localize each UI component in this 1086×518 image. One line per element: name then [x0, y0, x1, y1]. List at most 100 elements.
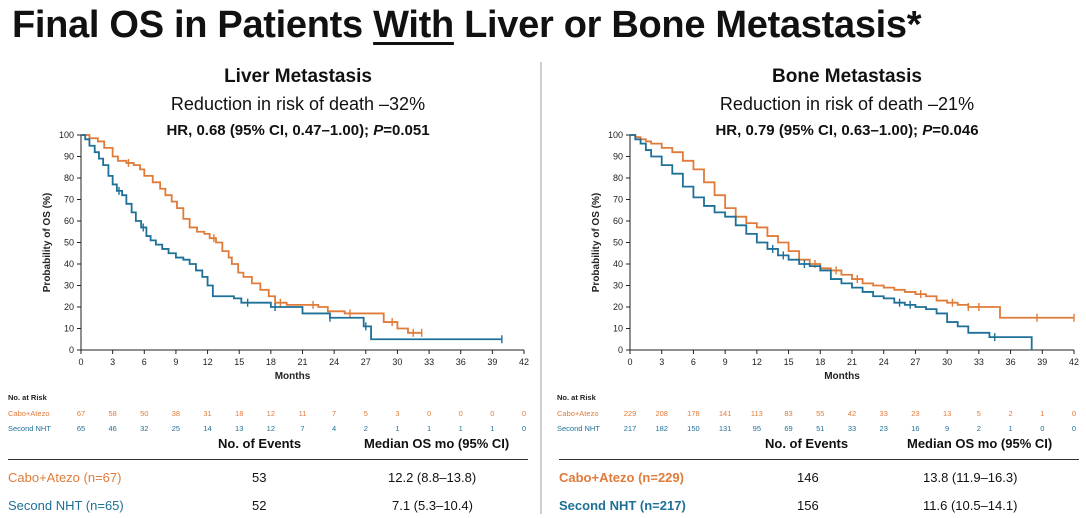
bone-row-nht-label: Second NHT (n=217)	[559, 498, 686, 513]
y-tick-label: 60	[613, 216, 623, 226]
liver-risk-reduction: Reduction in risk of death –32%	[170, 94, 426, 114]
panel-divider	[540, 62, 542, 514]
liver-row-cabo-label: Cabo+Atezo (n=67)	[8, 470, 122, 485]
risk-row-label: Cabo+Atezo	[557, 409, 599, 418]
risk-count: 51	[816, 424, 824, 433]
risk-count: 2	[1008, 409, 1012, 418]
bone-row-cabo-label: Cabo+Atezo (n=229)	[559, 470, 684, 485]
y-tick-label: 30	[64, 281, 74, 291]
liver-row-cabo-median: 12.2 (8.8–13.8)	[388, 470, 477, 485]
risk-count: 12	[267, 424, 275, 433]
liver-panel: Liver Metastasis Reduction in risk of de…	[0, 62, 536, 517]
x-tick-label: 0	[78, 357, 83, 367]
slide-title-post: Liver or Bone Metastasis*	[453, 4, 922, 46]
risk-count: 31	[203, 409, 211, 418]
y-tick-label: 20	[64, 302, 74, 312]
risk-count: 50	[140, 409, 148, 418]
risk-count: 33	[848, 424, 856, 433]
risk-count: 229	[624, 409, 637, 418]
risk-count: 5	[977, 409, 981, 418]
risk-count: 5	[364, 409, 368, 418]
risk-count: 2	[977, 424, 981, 433]
bone-col-median: Median OS mo (95% CI)	[907, 436, 1053, 451]
risk-count: 0	[427, 409, 431, 418]
liver-hazard-ratio: HR, 0.68 (95% CI, 0.47–1.00); P=0.051	[30, 122, 566, 139]
table-row: Cabo+Atezo (n=67) 53 12.2 (8.8–13.8)	[8, 470, 528, 490]
x-tick-label: 24	[879, 357, 889, 367]
liver-title: Liver Metastasis	[224, 66, 372, 87]
bone-hazard-ratio: HR, 0.79 (95% CI, 0.63–1.00); P=0.046	[579, 122, 1086, 139]
risk-count: 2	[364, 424, 368, 433]
y-tick-label: 90	[64, 152, 74, 162]
liver-p-symbol: P	[373, 122, 384, 139]
risk-count: 38	[172, 409, 180, 418]
risk-count: 14	[203, 424, 211, 433]
liver-col-events: No. of Events	[218, 436, 302, 451]
km-curve-second-nht	[81, 134, 502, 341]
bone-row-cabo-median: 13.8 (11.9–16.3)	[923, 470, 1018, 485]
y-tick-label: 20	[613, 302, 623, 312]
x-axis-title: Months	[824, 371, 860, 382]
x-tick-label: 21	[297, 357, 307, 367]
risk-count: 83	[784, 409, 792, 418]
x-tick-label: 33	[424, 357, 434, 367]
risk-count: 0	[1072, 409, 1076, 418]
x-tick-label: 9	[173, 357, 178, 367]
bone-table-header: No. of Events Median OS mo (95% CI)	[559, 436, 1079, 456]
x-tick-label: 33	[974, 357, 984, 367]
risk-row-label: Second NHT	[557, 424, 600, 433]
risk-row-label: Cabo+Atezo	[8, 409, 50, 418]
x-tick-label: 3	[659, 357, 664, 367]
x-tick-label: 42	[519, 357, 529, 367]
x-tick-label: 36	[456, 357, 466, 367]
liver-table-rule	[8, 459, 528, 460]
risk-count: 9	[945, 424, 949, 433]
risk-table-header: No. at Risk	[557, 393, 597, 402]
slide-title-emphasis: With	[373, 4, 454, 46]
risk-count: 1	[1008, 424, 1012, 433]
y-tick-label: 80	[64, 173, 74, 183]
x-tick-label: 6	[691, 357, 696, 367]
risk-count: 4	[332, 424, 336, 433]
risk-count: 11	[299, 409, 307, 418]
risk-count: 217	[624, 424, 637, 433]
y-tick-label: 100	[608, 130, 623, 140]
km-curve-cabo-atezo	[81, 134, 422, 334]
x-tick-label: 12	[752, 357, 762, 367]
x-tick-label: 39	[487, 357, 497, 367]
x-tick-label: 9	[723, 357, 728, 367]
x-tick-label: 36	[1006, 357, 1016, 367]
y-tick-label: 30	[613, 281, 623, 291]
risk-count: 182	[655, 424, 668, 433]
y-axis-title: Probability of OS (%)	[591, 193, 602, 292]
bone-risk-reduction: Reduction in risk of death –21%	[719, 94, 975, 114]
y-tick-label: 70	[613, 195, 623, 205]
liver-col-median: Median OS mo (95% CI)	[364, 436, 510, 451]
risk-count: 1	[427, 424, 431, 433]
risk-count: 13	[943, 409, 951, 418]
risk-count: 16	[911, 424, 919, 433]
risk-count: 1	[395, 424, 399, 433]
y-tick-label: 100	[59, 130, 74, 140]
y-tick-label: 80	[613, 173, 623, 183]
x-tick-label: 39	[1037, 357, 1047, 367]
y-tick-label: 90	[613, 152, 623, 162]
risk-count: 131	[719, 424, 732, 433]
risk-count: 46	[108, 424, 116, 433]
km-curve-cabo-atezo	[630, 134, 1074, 319]
y-tick-label: 40	[64, 259, 74, 269]
risk-count: 18	[235, 409, 243, 418]
bone-panel: Bone Metastasis Reduction in risk of dea…	[549, 62, 1085, 517]
liver-row-nht-label: Second NHT (n=65)	[8, 498, 124, 513]
risk-count: 33	[880, 409, 888, 418]
risk-count: 150	[687, 424, 700, 433]
liver-table-header: No. of Events Median OS mo (95% CI)	[8, 436, 528, 456]
x-tick-label: 3	[110, 357, 115, 367]
risk-count: 7	[300, 424, 304, 433]
y-tick-label: 70	[64, 195, 74, 205]
risk-table-header: No. at Risk	[8, 393, 48, 402]
liver-row-nht-events: 52	[252, 498, 267, 513]
risk-count: 7	[332, 409, 336, 418]
liver-row-nht-median: 7.1 (5.3–10.4)	[392, 498, 473, 513]
risk-count: 69	[784, 424, 792, 433]
